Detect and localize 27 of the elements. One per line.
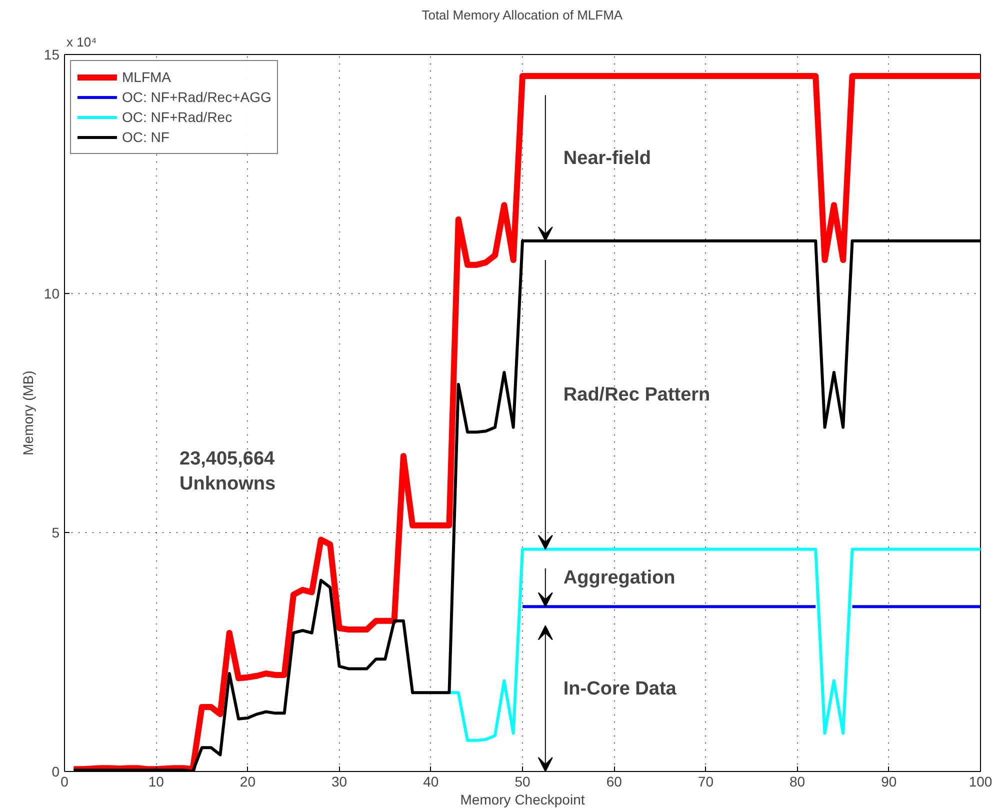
annotation: 23,405,664 Unknowns <box>180 448 276 495</box>
annotation: Near-field <box>563 148 652 169</box>
x-tick-label: 20 <box>240 774 256 790</box>
annotation: In-Core Data <box>563 678 677 700</box>
x-tick-label: 100 <box>968 774 992 790</box>
y-tick-label: 0 <box>52 764 60 780</box>
annotation: Aggregation <box>563 567 676 588</box>
text: x 10⁴ <box>66 34 97 50</box>
legend-label: OC: NF+Rad/Rec+AGG <box>122 89 272 105</box>
y-tick-label: 10 <box>44 286 60 302</box>
legend-label: OC: NF <box>122 129 170 145</box>
y-tick-label: 5 <box>52 524 60 540</box>
x-tick-label: 70 <box>698 774 714 790</box>
legend-label: OC: NF+Rad/Rec <box>122 109 232 125</box>
chart-title: Total Memory Allocation of MLFMA <box>422 8 623 22</box>
x-axis-title: Memory Checkpoint <box>460 792 585 808</box>
x-tick-label: 50 <box>514 774 530 790</box>
x-tick-label: 10 <box>148 774 164 790</box>
x-tick-label: 30 <box>332 774 348 790</box>
annotation: Rad/Rec Pattern <box>563 384 710 406</box>
y-axis-title: Memory (MB) <box>20 370 36 456</box>
x-tick-label: 40 <box>423 774 439 790</box>
x-tick-label: 80 <box>790 774 806 790</box>
legend-label: MLFMA <box>122 69 171 85</box>
x-tick-label: 90 <box>881 774 897 790</box>
y-tick-label: 15 <box>44 46 60 62</box>
x-tick-label: 60 <box>606 774 622 790</box>
